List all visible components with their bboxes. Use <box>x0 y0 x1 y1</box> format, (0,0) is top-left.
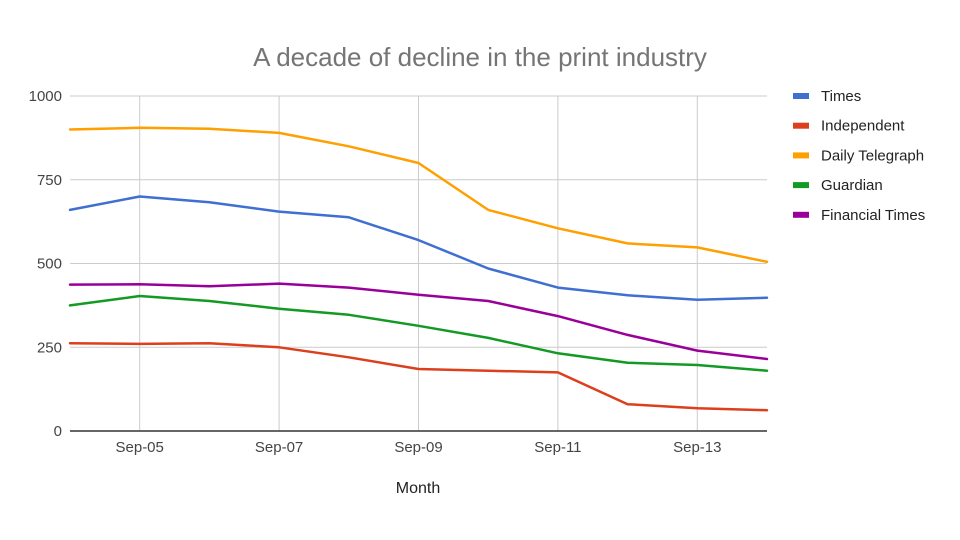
x-tick-label: Sep-11 <box>534 439 581 456</box>
x-tick-label: Sep-13 <box>673 439 721 456</box>
y-tick-label: 750 <box>37 172 62 189</box>
chart-title: A decade of decline in the print industr… <box>253 42 707 72</box>
series-line-times <box>68 195 769 301</box>
series-line-guardian <box>68 294 769 372</box>
x-tick-label: Sep-05 <box>116 439 164 456</box>
series-line-independent <box>68 341 769 412</box>
grid-lines <box>70 95 767 431</box>
series-lines <box>68 126 769 412</box>
legend-label: Financial Times <box>821 207 925 224</box>
legend-swatch <box>793 93 809 99</box>
y-tick-label: 500 <box>37 256 62 273</box>
series-line-financial-times <box>68 282 769 361</box>
legend-swatch <box>793 152 809 159</box>
y-tick-label: 250 <box>37 339 62 356</box>
legend: Times Independent Daily Telegraph Guardian F… <box>793 88 925 224</box>
x-axis-title: Month <box>396 480 440 497</box>
y-axis-tick-labels: 0 250 500 750 1000 <box>29 88 62 440</box>
legend-swatch <box>793 211 809 218</box>
legend-label: Independent <box>821 118 905 135</box>
series-line-daily-telegraph <box>68 126 769 264</box>
x-axis-tick-labels: Sep-05 Sep-07 Sep-09 Sep-11 Sep-13 <box>116 439 722 456</box>
legend-swatch <box>793 122 809 129</box>
y-tick-label: 0 <box>54 423 62 440</box>
y-tick-label: 1000 <box>29 88 62 105</box>
x-tick-label: Sep-07 <box>255 439 303 456</box>
legend-label: Times <box>821 88 861 105</box>
legend-swatch <box>793 182 809 189</box>
legend-label: Daily Telegraph <box>821 147 924 164</box>
legend-label: Guardian <box>821 177 883 194</box>
x-tick-label: Sep-09 <box>394 439 442 456</box>
